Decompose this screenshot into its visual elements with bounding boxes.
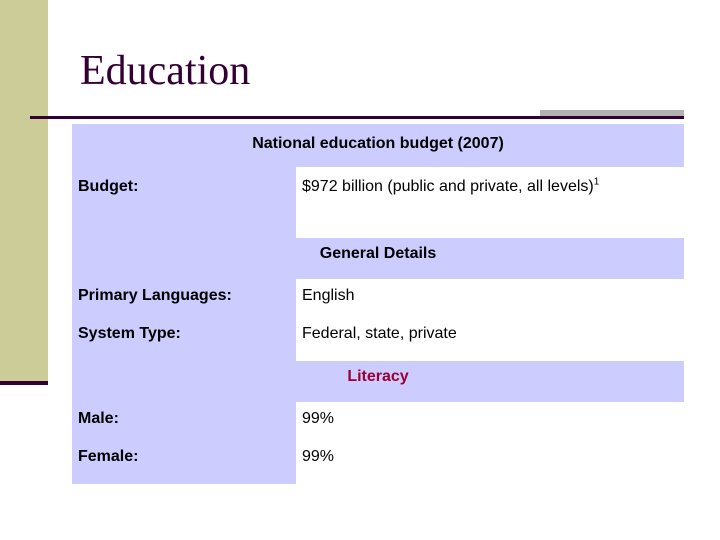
literacy-header: Literacy (347, 368, 409, 385)
table-header-row: National education budget (2007) (72, 124, 684, 167)
male-value: 99% (296, 402, 684, 443)
side-decoration-line (0, 381, 48, 385)
budget-label: Budget: (72, 167, 296, 238)
literacy-row: Literacy (72, 361, 684, 402)
male-label: Male: (72, 402, 296, 443)
education-table: National education budget (2007) Budget:… (72, 124, 684, 484)
table-row: Male: 99% (72, 402, 684, 443)
budget-amount: $972 billion (public and private, all le… (302, 178, 594, 195)
slide-title: Education (80, 48, 251, 94)
general-details-header: General Details (319, 245, 437, 262)
table-row: System Type: Federal, state, private (72, 320, 684, 361)
budget-footnote: 1 (593, 176, 600, 188)
female-value: 99% (296, 443, 684, 484)
table-row: Primary Languages: English (72, 279, 684, 320)
general-details-row: General Details (72, 238, 684, 279)
side-decoration-bar (0, 0, 48, 381)
table-header: National education budget (2007) (252, 135, 504, 152)
table-row: Budget: $972 billion (public and private… (72, 167, 684, 238)
budget-value: $972 billion (public and private, all le… (296, 167, 684, 238)
languages-label: Primary Languages: (72, 279, 296, 320)
languages-value: English (296, 279, 684, 320)
table-row: Female: 99% (72, 443, 684, 484)
title-accent-block (540, 110, 684, 118)
female-label: Female: (72, 443, 296, 484)
system-type-label: System Type: (72, 320, 296, 361)
system-type-value: Federal, state, private (296, 320, 684, 361)
title-divider (30, 116, 684, 119)
